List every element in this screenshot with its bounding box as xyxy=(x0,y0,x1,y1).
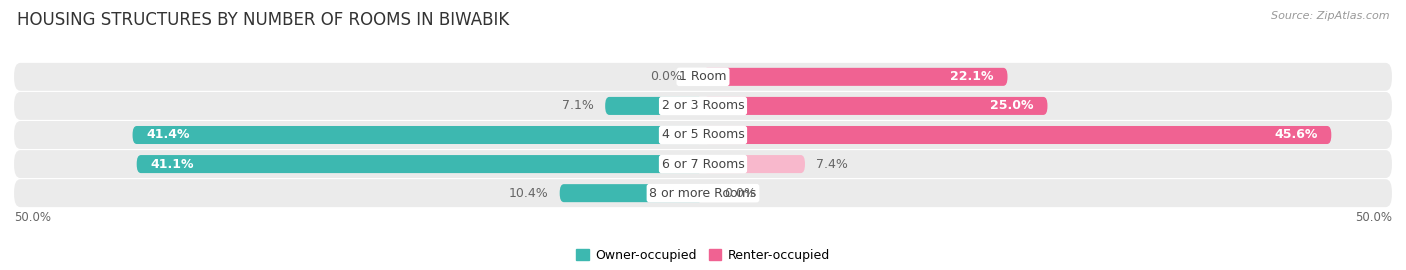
FancyBboxPatch shape xyxy=(14,63,1392,91)
Text: 2 or 3 Rooms: 2 or 3 Rooms xyxy=(662,99,744,112)
Text: 45.6%: 45.6% xyxy=(1274,129,1317,141)
FancyBboxPatch shape xyxy=(136,155,703,173)
Text: 25.0%: 25.0% xyxy=(990,99,1033,112)
FancyBboxPatch shape xyxy=(14,121,1392,149)
FancyBboxPatch shape xyxy=(703,68,1008,86)
Text: 6 or 7 Rooms: 6 or 7 Rooms xyxy=(662,158,744,171)
Text: 10.4%: 10.4% xyxy=(509,187,548,200)
FancyBboxPatch shape xyxy=(703,97,1047,115)
Text: 50.0%: 50.0% xyxy=(14,211,51,224)
Text: 50.0%: 50.0% xyxy=(1355,211,1392,224)
Text: HOUSING STRUCTURES BY NUMBER OF ROOMS IN BIWABIK: HOUSING STRUCTURES BY NUMBER OF ROOMS IN… xyxy=(17,11,509,29)
FancyBboxPatch shape xyxy=(14,92,1392,120)
FancyBboxPatch shape xyxy=(132,126,703,144)
Text: 41.1%: 41.1% xyxy=(150,158,194,171)
FancyBboxPatch shape xyxy=(703,126,1331,144)
Text: 4 or 5 Rooms: 4 or 5 Rooms xyxy=(662,129,744,141)
Text: 7.4%: 7.4% xyxy=(815,158,848,171)
Text: 22.1%: 22.1% xyxy=(950,70,994,83)
Text: 0.0%: 0.0% xyxy=(724,187,755,200)
FancyBboxPatch shape xyxy=(14,179,1392,207)
FancyBboxPatch shape xyxy=(560,184,703,202)
FancyBboxPatch shape xyxy=(14,150,1392,178)
Text: 8 or more Rooms: 8 or more Rooms xyxy=(650,187,756,200)
Text: 41.4%: 41.4% xyxy=(146,129,190,141)
FancyBboxPatch shape xyxy=(703,155,806,173)
Text: Source: ZipAtlas.com: Source: ZipAtlas.com xyxy=(1271,11,1389,21)
Text: 7.1%: 7.1% xyxy=(562,99,595,112)
Legend: Owner-occupied, Renter-occupied: Owner-occupied, Renter-occupied xyxy=(576,249,830,262)
Text: 1 Room: 1 Room xyxy=(679,70,727,83)
FancyBboxPatch shape xyxy=(605,97,703,115)
Text: 0.0%: 0.0% xyxy=(651,70,682,83)
